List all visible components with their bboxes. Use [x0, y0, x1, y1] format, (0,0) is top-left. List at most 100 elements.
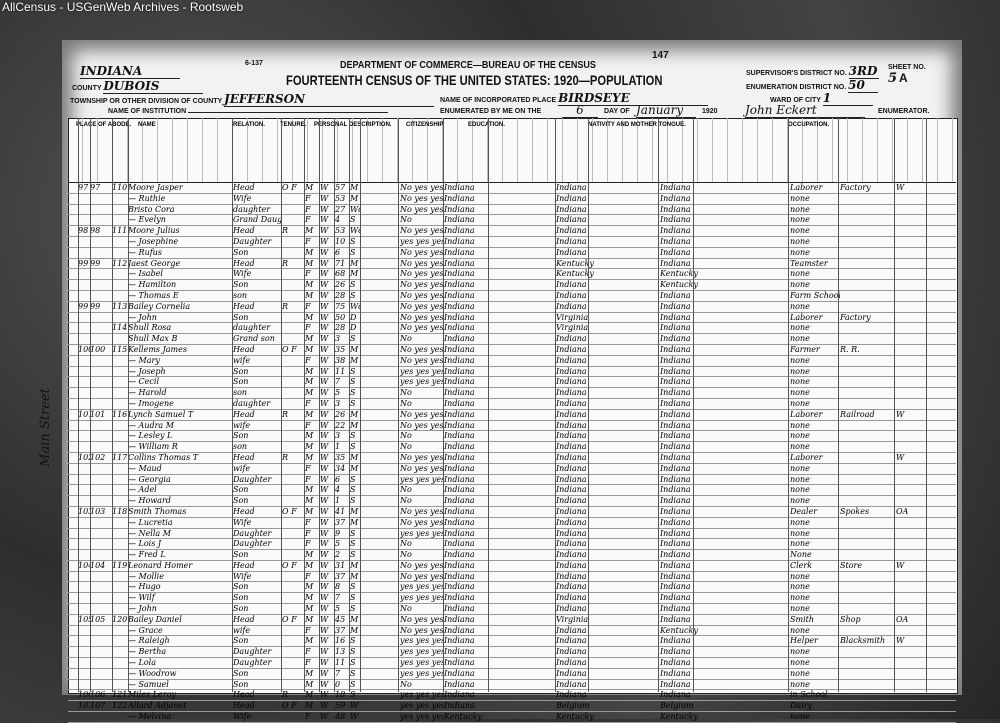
- cell: yes yes yes: [400, 366, 444, 376]
- cell: Son: [233, 582, 249, 592]
- cell: W: [320, 647, 329, 657]
- site-title: AllCensus - USGenWeb Archives - Rootsweb: [2, 0, 244, 14]
- cell: M: [350, 269, 359, 279]
- cell: W: [320, 582, 329, 592]
- cell: 114: [112, 323, 128, 333]
- cell: yes yes yes: [400, 474, 444, 484]
- cell: Smith Thomas: [128, 506, 187, 516]
- cell: Grand Daughter: [233, 215, 281, 225]
- cell: Indiana: [556, 658, 587, 668]
- cell: M: [350, 452, 359, 462]
- cell: yes yes yes: [400, 690, 444, 700]
- cell: Indiana: [556, 485, 587, 495]
- cell: none: [790, 496, 810, 506]
- cell: S: [350, 215, 356, 225]
- cell: S: [350, 431, 356, 441]
- cell: Railroad: [840, 409, 875, 419]
- cell: No: [400, 496, 412, 506]
- cell: M: [305, 636, 314, 646]
- cell: Farmer: [790, 344, 820, 354]
- cell: Indiana: [660, 204, 691, 214]
- cell: 107: [90, 701, 106, 711]
- cell: M: [305, 334, 314, 344]
- cell: daughter: [233, 204, 271, 214]
- cell: yes yes yes: [400, 377, 444, 387]
- cell: 11: [335, 658, 346, 668]
- cell: Head: [233, 226, 255, 236]
- cell: 38: [335, 355, 346, 365]
- cell: M: [305, 604, 314, 614]
- cell: 7: [335, 593, 341, 603]
- cell: Blacksmith: [840, 636, 886, 646]
- cell: No: [400, 388, 412, 398]
- cell: Indiana: [556, 625, 587, 635]
- column-header: RELATION.: [233, 122, 265, 128]
- cell: Indiana: [556, 193, 587, 203]
- cell: No yes yes: [400, 506, 444, 516]
- cell: Daughter: [233, 539, 272, 549]
- cell: No yes yes: [400, 560, 444, 570]
- cell: 37: [335, 625, 346, 635]
- cell: Collins Thomas T: [128, 452, 199, 462]
- cell: Head: [233, 614, 255, 624]
- cell: none: [790, 247, 810, 257]
- cell: S: [350, 636, 356, 646]
- cell: Indiana: [556, 301, 587, 311]
- cell: None: [790, 550, 812, 560]
- cell: Indiana: [556, 236, 587, 246]
- cell: yes yes yes: [400, 528, 444, 538]
- cell: No: [400, 442, 412, 452]
- cell: Kentucky: [660, 280, 698, 290]
- cell: R: [282, 226, 289, 236]
- cell: Indiana: [444, 215, 475, 225]
- cell: — Fred L: [128, 550, 166, 560]
- column-header: NAME: [138, 122, 156, 128]
- cell: W: [320, 496, 329, 506]
- cell: No yes yes: [400, 409, 444, 419]
- cell: OA: [896, 614, 909, 624]
- cell: 106: [78, 690, 90, 700]
- cell: W: [320, 506, 329, 516]
- cell: Son: [233, 312, 249, 322]
- cell: W: [320, 204, 329, 214]
- cell: Daughter: [233, 474, 272, 484]
- cell: W: [320, 625, 329, 635]
- table-row: — Hamilton Son M W 26 S No yes yes Indiana India…: [68, 280, 956, 291]
- cell: Indiana: [556, 528, 587, 538]
- cell: S: [350, 582, 356, 592]
- cell: No: [400, 215, 412, 225]
- day-of-label: DAY OF: [604, 108, 630, 115]
- cell: 107: [78, 701, 90, 711]
- page-number: 147: [652, 50, 669, 61]
- cell: F: [305, 625, 311, 635]
- cell: — Isabel: [128, 269, 163, 279]
- cell: Indiana: [660, 377, 691, 387]
- cell: W: [320, 301, 329, 311]
- cell: — Hugo: [128, 582, 161, 592]
- cell: 37: [335, 571, 346, 581]
- cell: Indiana: [660, 690, 691, 700]
- cell: none: [790, 668, 810, 678]
- cell: S: [350, 679, 356, 689]
- cell: 106: [90, 690, 106, 700]
- cell: Virginia: [556, 312, 589, 322]
- cell: No yes yes: [400, 183, 444, 192]
- grid-line: [588, 118, 589, 692]
- cell: Indiana: [556, 215, 587, 225]
- table-row: — Harold son M W 5 S No Indiana Indiana Indiana no…: [68, 388, 956, 399]
- cell: Head: [233, 183, 255, 192]
- cell: W: [320, 312, 329, 322]
- cell: W: [320, 560, 329, 570]
- cell: none: [790, 226, 810, 236]
- cell: W: [896, 409, 905, 419]
- cell: M: [305, 258, 314, 268]
- census-title: FOURTEENTH CENSUS OF THE UNITED STATES: …: [286, 72, 663, 88]
- cell: No yes yes: [400, 625, 444, 635]
- cell: M: [305, 366, 314, 376]
- cell: S: [350, 280, 356, 290]
